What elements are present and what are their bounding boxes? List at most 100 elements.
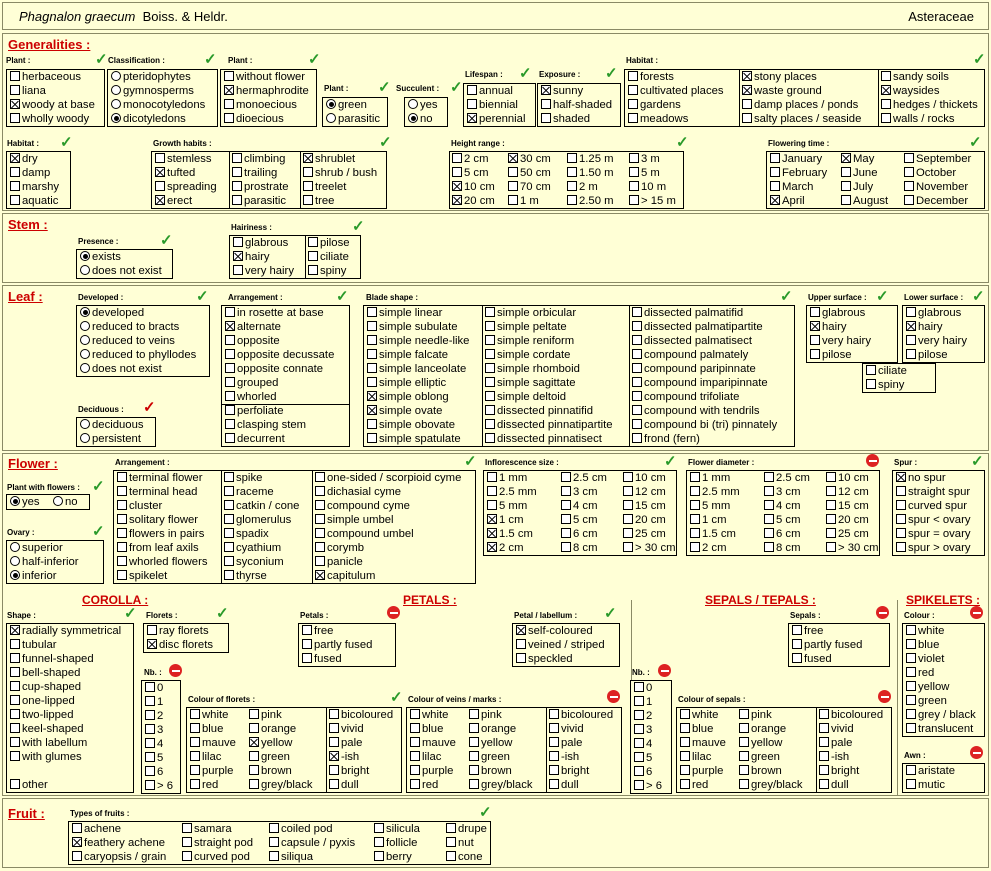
radio-button[interactable] bbox=[326, 113, 336, 123]
checkbox[interactable] bbox=[561, 472, 571, 482]
checkbox[interactable] bbox=[792, 639, 802, 649]
option-dull[interactable]: dull bbox=[329, 778, 359, 792]
option-mutic[interactable]: mutic bbox=[906, 778, 945, 792]
checkbox[interactable] bbox=[225, 349, 235, 359]
checkbox[interactable] bbox=[487, 514, 497, 524]
option-pale[interactable]: pale bbox=[329, 736, 362, 750]
option-half-shaded[interactable]: half-shaded bbox=[541, 98, 612, 112]
checkbox[interactable] bbox=[680, 779, 690, 789]
option-30-cm[interactable]: 30 cm bbox=[508, 152, 551, 166]
option-stony-places[interactable]: stony places bbox=[742, 70, 817, 84]
checkbox[interactable] bbox=[541, 99, 551, 109]
checkbox[interactable] bbox=[826, 528, 836, 538]
checkbox[interactable] bbox=[567, 153, 577, 163]
checkbox[interactable] bbox=[315, 472, 325, 482]
checkbox[interactable] bbox=[190, 723, 200, 733]
option-30-cm[interactable]: > 30 cm bbox=[826, 541, 879, 555]
checkbox[interactable] bbox=[628, 71, 638, 81]
option-pink[interactable]: pink bbox=[739, 708, 772, 722]
option-waysides[interactable]: waysides bbox=[881, 84, 939, 98]
option-radially-symmetrical[interactable]: radially symmetrical bbox=[10, 624, 121, 638]
option-10-m[interactable]: 10 m bbox=[629, 180, 666, 194]
option-green[interactable]: green bbox=[249, 750, 290, 764]
option-curved-spur[interactable]: curved spur bbox=[896, 499, 967, 513]
checkbox[interactable] bbox=[516, 625, 526, 635]
option-monocotyledons[interactable]: monocotyledons bbox=[111, 98, 205, 112]
option-follicle[interactable]: follicle bbox=[374, 836, 417, 850]
checkbox[interactable] bbox=[225, 405, 235, 415]
checkbox[interactable] bbox=[634, 696, 644, 706]
checkbox[interactable] bbox=[487, 528, 497, 538]
option-green[interactable]: green bbox=[326, 98, 367, 112]
checkbox[interactable] bbox=[770, 167, 780, 177]
checkbox[interactable] bbox=[906, 653, 916, 663]
checkbox[interactable] bbox=[810, 307, 820, 317]
option-cup-shaped[interactable]: cup-shaped bbox=[10, 680, 81, 694]
checkbox[interactable] bbox=[906, 765, 916, 775]
option-feathery-achene[interactable]: feathery achene bbox=[72, 836, 165, 850]
option-cone[interactable]: cone bbox=[446, 850, 483, 864]
checkbox[interactable] bbox=[117, 500, 127, 510]
option-10-cm[interactable]: 10 cm bbox=[826, 471, 869, 485]
checkbox[interactable] bbox=[155, 153, 165, 163]
checkbox[interactable] bbox=[145, 696, 155, 706]
checkbox[interactable] bbox=[469, 765, 479, 775]
checkbox[interactable] bbox=[881, 99, 891, 109]
option-coiled-pod[interactable]: coiled pod bbox=[269, 822, 333, 836]
option-simple-rhomboid[interactable]: simple rhomboid bbox=[485, 362, 580, 376]
checkbox[interactable] bbox=[469, 737, 479, 747]
option-capitulum[interactable]: capitulum bbox=[315, 569, 375, 583]
option-berry[interactable]: berry bbox=[374, 850, 412, 864]
option-20-cm[interactable]: 20 cm bbox=[826, 513, 869, 527]
option-dissected-pinnatipartite[interactable]: dissected pinnatipartite bbox=[485, 418, 613, 432]
option-gardens[interactable]: gardens bbox=[628, 98, 681, 112]
checkbox[interactable] bbox=[632, 363, 642, 373]
checkbox[interactable] bbox=[764, 500, 774, 510]
option-january[interactable]: January bbox=[770, 152, 822, 166]
checkbox[interactable] bbox=[906, 695, 916, 705]
checkbox[interactable] bbox=[410, 709, 420, 719]
checkbox[interactable] bbox=[374, 851, 384, 861]
checkbox[interactable] bbox=[819, 765, 829, 775]
checkbox[interactable] bbox=[446, 837, 456, 847]
checkbox[interactable] bbox=[628, 113, 638, 123]
checkbox[interactable] bbox=[145, 780, 155, 790]
checkbox[interactable] bbox=[410, 723, 420, 733]
checkbox[interactable] bbox=[315, 500, 325, 510]
option-2-cm[interactable]: 2 cm bbox=[452, 152, 488, 166]
option-without-flower[interactable]: without flower bbox=[224, 70, 305, 84]
checkbox[interactable] bbox=[549, 709, 559, 719]
checkbox[interactable] bbox=[881, 85, 891, 95]
checkbox[interactable] bbox=[269, 823, 279, 833]
option-1[interactable]: 1 bbox=[634, 695, 652, 709]
option-8-cm[interactable]: 8 cm bbox=[764, 541, 800, 555]
option-free[interactable]: free bbox=[792, 624, 823, 638]
option-glabrous[interactable]: glabrous bbox=[810, 306, 865, 320]
option-developed[interactable]: developed bbox=[80, 306, 144, 320]
checkbox[interactable] bbox=[541, 85, 551, 95]
checkbox[interactable] bbox=[561, 542, 571, 552]
option-pilose[interactable]: pilose bbox=[810, 348, 852, 362]
option-4[interactable]: 4 bbox=[145, 737, 163, 751]
checkbox[interactable] bbox=[623, 514, 633, 524]
checkbox[interactable] bbox=[224, 514, 234, 524]
option-cluster[interactable]: cluster bbox=[117, 499, 162, 513]
checkbox[interactable] bbox=[634, 752, 644, 762]
option-3[interactable]: 3 bbox=[634, 723, 652, 737]
option-pale[interactable]: pale bbox=[819, 736, 852, 750]
option-sandy-soils[interactable]: sandy soils bbox=[881, 70, 949, 84]
checkbox[interactable] bbox=[739, 737, 749, 747]
checkbox[interactable] bbox=[690, 472, 700, 482]
checkbox[interactable] bbox=[906, 625, 916, 635]
checkbox[interactable] bbox=[632, 391, 642, 401]
option-bell-shaped[interactable]: bell-shaped bbox=[10, 666, 80, 680]
checkbox[interactable] bbox=[485, 321, 495, 331]
checkbox[interactable] bbox=[10, 779, 20, 789]
checkbox[interactable] bbox=[508, 195, 518, 205]
checkbox[interactable] bbox=[629, 195, 639, 205]
option-raceme[interactable]: raceme bbox=[224, 485, 274, 499]
radio-button[interactable] bbox=[80, 251, 90, 261]
checkbox[interactable] bbox=[10, 71, 20, 81]
option-4-cm[interactable]: 4 cm bbox=[764, 499, 800, 513]
checkbox[interactable] bbox=[10, 167, 20, 177]
